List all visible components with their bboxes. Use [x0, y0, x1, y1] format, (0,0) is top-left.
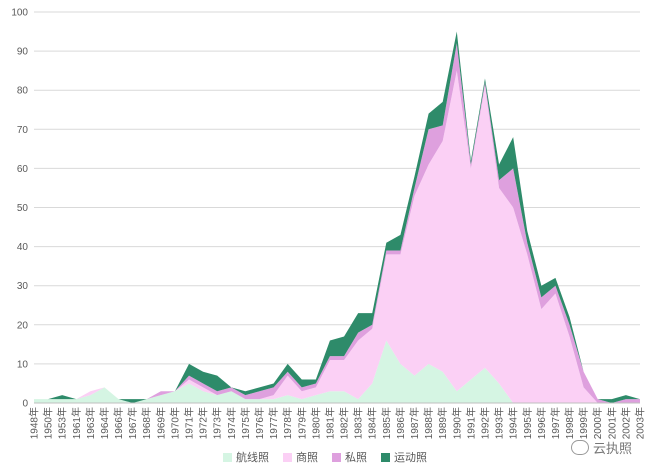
x-tick-label: 1996年: [535, 407, 548, 439]
x-axis: 1948年 1950年 1953年 1961年 1963年 1964年 1966年 1967年…: [28, 402, 647, 439]
x-tick-label: 1988年: [422, 407, 435, 439]
y-tick-label: 0: [22, 399, 28, 410]
y-tick-label: 90: [17, 47, 29, 58]
x-tick-label: 1999年: [577, 407, 590, 439]
legend: 航线照 商照 私照 运动照: [0, 449, 650, 465]
x-tick-label: 1969年: [154, 407, 167, 439]
legend-label: 私照: [345, 452, 367, 464]
y-tick-label: 40: [17, 242, 29, 253]
x-tick-label: 1979年: [295, 407, 308, 439]
x-tick-label: 2002年: [619, 407, 632, 439]
legend-item: 航线照: [223, 449, 269, 465]
x-tick-label: 1995年: [521, 407, 534, 439]
y-tick-label: 70: [17, 125, 29, 136]
x-tick-label: 1983年: [352, 407, 365, 439]
y-tick-label: 100: [11, 8, 28, 19]
x-tick-label: 2003年: [634, 407, 647, 439]
x-tick-label: 1950年: [42, 407, 55, 439]
area-series-私照: [34, 43, 640, 403]
x-tick-label: 2001年: [605, 407, 618, 439]
wechat-icon: [570, 440, 589, 455]
x-tick-label: 1980年: [309, 407, 322, 439]
legend-label: 航线照: [236, 452, 269, 464]
x-tick-label: 1978年: [281, 407, 294, 439]
x-tick-label: 1968年: [140, 407, 153, 439]
watermark: 云执照: [570, 438, 632, 457]
x-tick-label: 1976年: [253, 407, 266, 439]
x-tick-label: 1973年: [211, 407, 224, 439]
x-tick-label: 1966年: [112, 407, 125, 439]
y-tick-label: 10: [17, 359, 29, 370]
legend-swatch: [332, 452, 341, 462]
legend-label: 商照: [296, 452, 318, 464]
x-tick-label: 1981年: [323, 407, 336, 439]
watermark-text: 云执照: [592, 441, 632, 456]
x-tick-label: 1970年: [168, 407, 181, 439]
x-tick-label: 1987年: [408, 407, 421, 439]
x-tick-label: 1992年: [478, 407, 491, 439]
x-tick-label: 1972年: [197, 407, 210, 439]
x-tick-label: 1986年: [394, 407, 407, 439]
x-tick-label: 1984年: [366, 407, 379, 439]
x-tick-label: 1963年: [84, 407, 97, 439]
area-series-航线照: [34, 340, 640, 403]
x-tick-label: 1994年: [507, 407, 520, 439]
legend-label: 运动照: [394, 452, 427, 464]
x-tick-label: 1974年: [225, 407, 238, 439]
x-tick-label: 1961年: [70, 407, 83, 439]
legend-swatch: [283, 452, 292, 462]
x-tick-label: 1997年: [549, 407, 562, 439]
series-areas: [34, 31, 640, 404]
y-tick-label: 50: [17, 203, 29, 214]
y-axis: 0 10 20 30 40 50 60 70 80 90 100: [11, 8, 28, 410]
x-tick-label: 1991年: [464, 407, 477, 439]
legend-item: 私照: [332, 449, 367, 465]
x-tick-label: 1989年: [436, 407, 449, 439]
y-tick-label: 20: [17, 320, 29, 331]
x-tick-label: 1971年: [183, 407, 196, 439]
legend-item: 商照: [283, 449, 318, 465]
y-tick-label: 80: [17, 86, 29, 97]
x-tick-label: 1998年: [563, 407, 576, 439]
x-tick-label: 1953年: [56, 407, 69, 439]
x-tick-label: 1977年: [267, 407, 280, 439]
x-tick-label: 1948年: [28, 407, 41, 439]
legend-item: 运动照: [381, 449, 427, 465]
x-tick-label: 1975年: [239, 407, 252, 439]
x-tick-label: 1993年: [493, 407, 506, 439]
legend-swatch: [381, 452, 390, 462]
x-tick-label: 1990年: [450, 407, 463, 439]
x-tick-label: 2000年: [591, 407, 604, 439]
area-series-商照: [34, 70, 640, 404]
x-tick-label: 1982年: [338, 407, 351, 439]
legend-swatch: [223, 452, 232, 462]
x-tick-label: 1967年: [126, 407, 139, 439]
gridlines: [34, 11, 640, 404]
x-tick-label: 1964年: [98, 407, 111, 439]
y-tick-label: 60: [17, 164, 29, 175]
y-tick-label: 30: [17, 281, 29, 292]
x-tick-label: 1985年: [380, 407, 393, 439]
